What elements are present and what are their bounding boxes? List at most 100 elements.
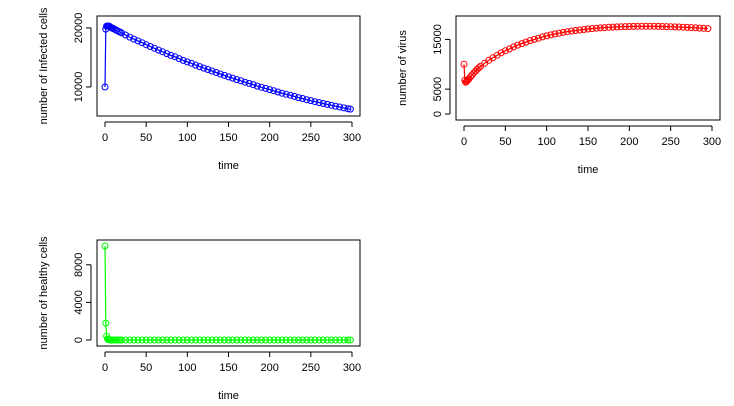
healthy-data-point [319,336,327,344]
healthy-data-point [216,336,224,344]
infected-y-tick-label: 10000 [73,72,85,103]
infected-data-point [208,67,216,75]
virus-data-point [580,26,588,33]
infected-data-point [138,39,146,47]
healthy-data-point [332,336,339,344]
infected-data-point [262,84,270,92]
healthy-series-line [104,245,351,341]
virus-plot: 0 50 100 150 200 250 300 0 5000 15000 time number o… [397,15,721,176]
virus-data-point [551,30,559,38]
infected-data-point [327,101,335,109]
healthy-data-point [102,319,110,327]
virus-data-point [547,31,555,39]
healthy-plot-frame [96,239,361,347]
healthy-data-point [200,336,208,344]
infected-data-point [200,64,208,72]
healthy-data-point [323,336,331,344]
healthy-data-point [212,336,220,344]
healthy-data-point [241,336,249,344]
infected-y-tick-label: 20000 [73,13,85,44]
healthy-data-point [142,336,150,344]
virus-data-point [704,25,712,33]
virus-data-point [625,23,633,30]
virus-x-tick-label: 0 [461,136,467,148]
healthy-data-point [220,336,228,344]
virus-x-axis-title: time [578,164,599,176]
healthy-data-point [101,242,109,250]
healthy-data-point [282,336,290,344]
healthy-data-point [196,336,204,344]
virus-data-point [596,24,604,32]
healthy-x-tick-label: 250 [302,362,320,374]
healthy-data-point [187,336,195,344]
virus-data-point [592,24,600,32]
healthy-data-point [204,336,212,344]
virus-data-point [617,23,625,31]
virus-data-point [530,35,538,43]
virus-data-point [510,43,518,51]
infected-data-point [336,103,344,111]
infected-data-point [142,41,150,49]
healthy-data-point [167,336,175,344]
virus-data-point [497,49,505,57]
virus-data-point [559,28,567,36]
infected-data-point [216,70,224,78]
infected-data-point [257,83,265,91]
infected-data-point [299,95,307,102]
infected-data-point [126,33,134,41]
healthy-data-point [327,336,335,344]
healthy-data-point [237,336,245,344]
healthy-data-point [311,336,319,344]
virus-x-tick-label: 200 [620,136,638,148]
infected-cells-plot: 0 50 100 150 200 250 300 10000 20000 time number o… [38,7,361,172]
healthy-data-point [146,336,154,344]
virus-data-point [667,23,675,31]
infected-data-point [274,88,282,96]
healthy-data-point [295,336,302,344]
infected-data-point [241,78,249,86]
virus-y-tick-label: 5000 [432,77,444,101]
infected-data-point [196,63,204,71]
virus-data-point [692,24,699,32]
healthy-data-point [340,336,348,344]
infected-data-point [282,90,290,98]
infected-data-point [290,92,298,100]
virus-data-point [679,23,687,31]
healthy-y-tick-label: 4000 [73,290,85,314]
infected-x-tick-label: 250 [302,132,320,144]
virus-data-point [584,25,592,33]
virus-data-point [563,28,571,36]
infected-data-point [175,55,183,63]
infected-data-point [266,86,274,94]
infected-x-tick-label: 50 [140,132,152,144]
healthy-data-point [262,336,270,344]
infected-data-point [179,56,187,64]
healthy-x-tick-label: 0 [102,362,108,374]
healthy-data-point [346,336,354,344]
virus-series-line [463,25,708,84]
infected-data-point [237,77,245,85]
virus-data-point [654,22,662,30]
healthy-cells-plot: 0 50 100 150 200 250 300 0 4000 8000 time number of… [38,236,361,402]
healthy-x-tick-label: 300 [343,362,361,374]
healthy-x-tick-label: 50 [140,362,152,374]
virus-data-point [634,22,642,30]
healthy-data-point [290,336,298,344]
infected-data-point [286,91,294,99]
infected-x-tick-label: 100 [178,132,196,144]
infected-data-point [159,48,167,56]
virus-plot-frame [455,15,721,121]
virus-data-point [576,26,584,34]
virus-data-point [506,45,513,53]
infected-data-point [278,89,286,97]
virus-data-point [696,24,704,32]
virus-data-point [700,24,708,32]
healthy-data-point [245,336,253,344]
infected-data-point [295,94,302,102]
infected-data-point [167,51,175,59]
infected-data-point [122,31,130,39]
virus-x-tick-label: 300 [703,136,721,148]
virus-data-point [687,24,695,32]
infected-data-point [253,82,261,90]
infected-data-point [118,29,125,37]
